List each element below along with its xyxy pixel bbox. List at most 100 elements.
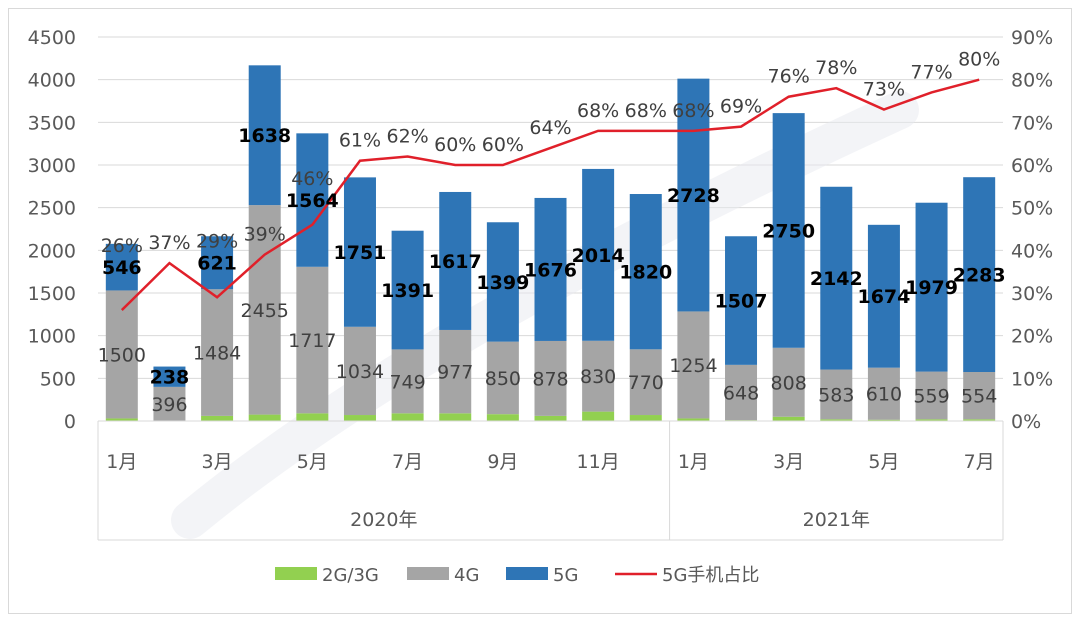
data-label-5g-share: 62%: [386, 125, 428, 147]
bar-5g: [534, 197, 567, 341]
y-right-tick-label: 90%: [1011, 27, 1053, 49]
bar-2g-3g: [534, 415, 567, 421]
data-label-4g: 878: [532, 368, 568, 390]
y-left-tick-label: 0: [64, 411, 76, 433]
bar-2g-3g: [391, 413, 424, 421]
data-label-5g: 2283: [953, 265, 1006, 287]
bar-2g-3g: [915, 419, 948, 421]
x-tick-label: 7月: [392, 451, 423, 473]
bar-2g-3g: [343, 415, 376, 421]
data-label-4g: 610: [866, 384, 902, 406]
bar-4g: [820, 369, 853, 420]
data-label-5g: 1674: [857, 286, 910, 308]
x-tick-label: 5月: [297, 451, 328, 473]
y-left-tick-label: 2000: [28, 240, 76, 262]
bar-5g: [820, 186, 853, 370]
bar-2g-3g: [296, 413, 329, 421]
legend-label: 5G手机占比: [662, 565, 759, 586]
legend-label: 5G: [553, 565, 578, 586]
bar-5g: [677, 78, 710, 312]
data-label-4g: 1484: [193, 343, 241, 365]
bar-2g-3g: [629, 415, 662, 421]
bar-4g: [772, 347, 805, 417]
data-label-4g: 2455: [241, 300, 289, 322]
bar-4g: [534, 340, 567, 416]
bar-4g: [867, 367, 900, 420]
bar-4g: [105, 290, 138, 419]
legend-swatch: [407, 567, 449, 580]
bar-2g-3g: [867, 419, 900, 421]
x-tick-label: 3月: [773, 451, 804, 473]
data-label-4g: 396: [151, 394, 187, 416]
data-label-5g: 1751: [334, 242, 387, 264]
bar-5g: [296, 133, 329, 267]
line-5g-share: [120, 78, 980, 311]
legend-label: 2G/3G: [322, 565, 379, 586]
bar-5g: [915, 202, 948, 372]
y-right-tick-label: 60%: [1011, 155, 1053, 177]
data-label-4g: 1254: [669, 355, 717, 377]
data-label-5g-share: 68%: [672, 100, 714, 122]
data-label-4g: 749: [389, 371, 425, 393]
data-label-5g-share: 68%: [577, 100, 619, 122]
bar-4g: [486, 341, 519, 415]
bar-2g-3g: [582, 411, 615, 421]
data-label-5g-share: 46%: [291, 168, 333, 190]
data-label-5g-share: 76%: [768, 66, 810, 88]
bar-4g: [963, 372, 996, 420]
x-tick-label: 1月: [106, 451, 137, 473]
y-right-tick-label: 0%: [1011, 411, 1041, 433]
y-left-tick-label: 4000: [28, 70, 76, 92]
data-label-5g-share: 68%: [625, 100, 667, 122]
y-right-tick-label: 80%: [1011, 70, 1053, 92]
x-tick-label: 7月: [964, 451, 995, 473]
bar-5g: [105, 243, 138, 291]
y-left-tick-label: 3500: [28, 112, 76, 134]
bar-5g: [963, 177, 996, 373]
data-label-5g: 2728: [667, 185, 720, 207]
data-label-4g: 554: [961, 386, 997, 408]
data-label-4g: 770: [628, 372, 664, 394]
data-label-5g-share: 78%: [815, 57, 857, 79]
y-left-tick-label: 2500: [28, 198, 76, 220]
data-label-5g-share: 29%: [196, 231, 238, 253]
bar-2g-3g: [486, 414, 519, 421]
bar-4g: [915, 371, 948, 420]
data-label-5g: 2750: [762, 220, 815, 242]
bar-2g-3g: [248, 414, 281, 421]
data-label-5g: 2142: [810, 268, 863, 290]
bar-4g: [629, 349, 662, 416]
data-label-5g-share: 60%: [482, 134, 524, 156]
data-label-5g-share: 73%: [863, 79, 905, 101]
x-tick-label: 3月: [202, 451, 233, 473]
x-tick-label: 9月: [487, 451, 518, 473]
bar-4g: [343, 326, 376, 416]
data-label-5g: 1638: [238, 125, 291, 147]
x-group-label: 2020年: [350, 509, 417, 531]
y-left-tick-label: 3000: [28, 155, 76, 177]
bar-2g-3g: [820, 419, 853, 421]
data-label-4g: 1034: [336, 361, 384, 383]
data-label-5g: 2014: [572, 245, 625, 267]
y-right-tick-label: 40%: [1011, 240, 1053, 262]
bar-4g: [725, 364, 758, 421]
y-right-tick-label: 10%: [1011, 368, 1053, 390]
data-label-4g: 1717: [288, 330, 336, 352]
data-label-5g-share: 60%: [434, 134, 476, 156]
data-label-5g-share: 80%: [958, 49, 1000, 71]
bar-2g-3g: [201, 415, 234, 421]
data-label-5g: 1391: [381, 280, 434, 302]
data-label-5g: 1507: [715, 291, 768, 313]
bar-2g-3g: [677, 418, 710, 421]
bar-4g: [296, 266, 329, 414]
y-right-tick-label: 30%: [1011, 283, 1053, 305]
data-label-5g: 1979: [905, 277, 958, 299]
data-label-5g: 1820: [619, 262, 672, 284]
data-label-4g: 830: [580, 366, 616, 388]
data-label-5g: 621: [197, 253, 237, 275]
data-label-4g: 808: [771, 372, 807, 394]
bar-2g-3g: [963, 419, 996, 421]
bar-2g-3g: [772, 416, 805, 421]
bar-5g: [439, 191, 472, 330]
data-label-4g: 850: [485, 368, 521, 390]
